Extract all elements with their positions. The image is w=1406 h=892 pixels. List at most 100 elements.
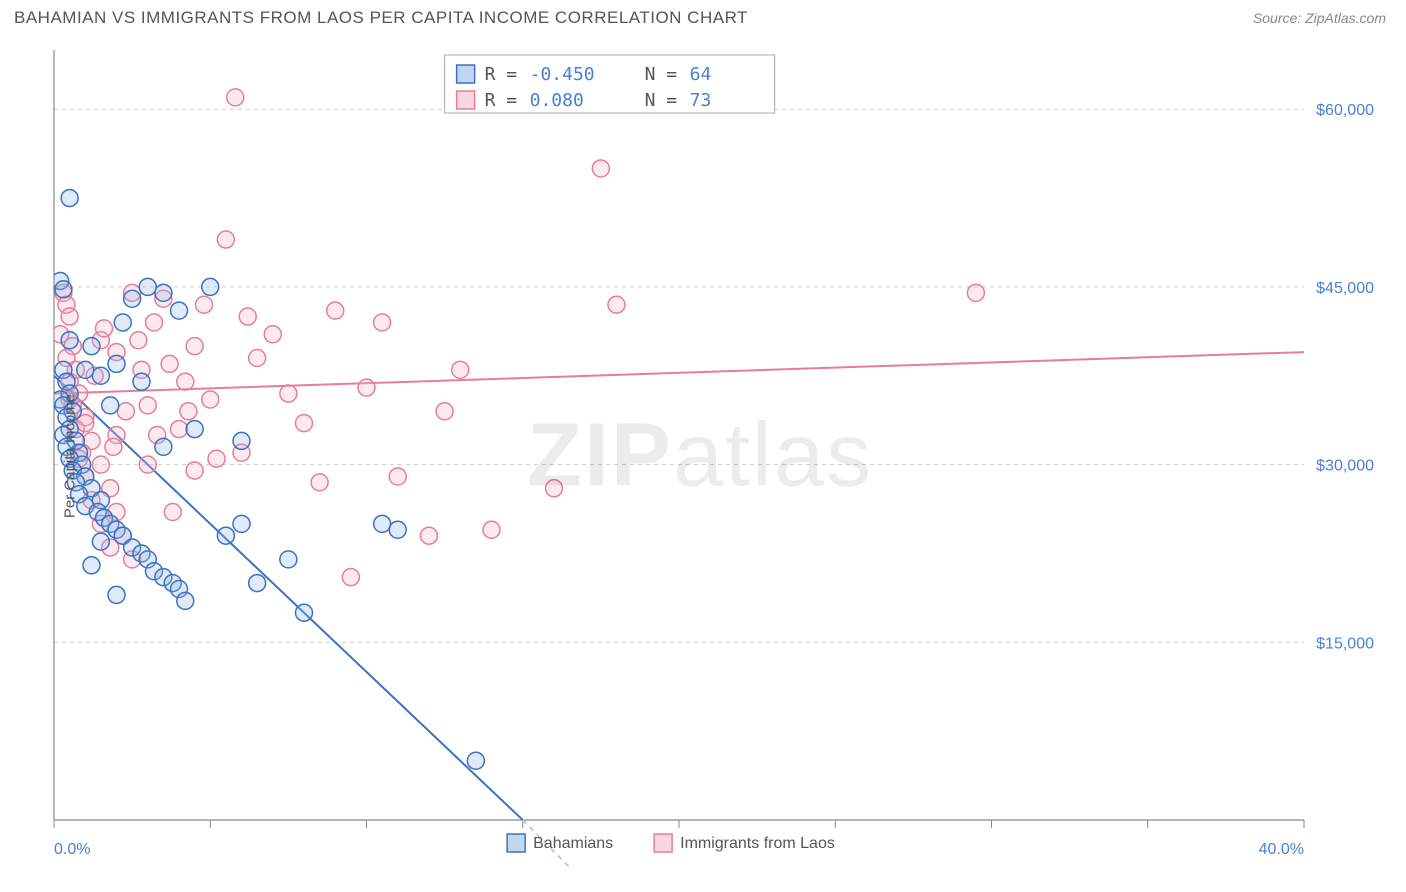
data-point — [96, 320, 113, 337]
series-laos — [52, 89, 985, 586]
data-point — [217, 527, 234, 544]
data-point — [114, 314, 131, 331]
data-point — [233, 515, 250, 532]
data-point — [208, 450, 225, 467]
legend-top-r-value: 0.080 — [530, 90, 584, 111]
data-point — [233, 432, 250, 449]
data-point — [61, 332, 78, 349]
legend-bottom-swatch — [507, 834, 525, 852]
data-point — [117, 403, 134, 420]
data-point — [196, 296, 213, 313]
data-point — [452, 361, 469, 378]
trend-line-laos — [54, 352, 1304, 393]
data-point — [202, 278, 219, 295]
y-tick-label: $15,000 — [1316, 635, 1374, 652]
data-point — [389, 468, 406, 485]
scatter-chart: $15,000 $30,000 $45,000 $60,000 0.0% 40.0% R =… — [14, 40, 1386, 872]
data-point — [608, 296, 625, 313]
data-point — [180, 403, 197, 420]
data-point — [296, 415, 313, 432]
data-point — [239, 308, 256, 325]
data-point — [164, 504, 181, 521]
data-point — [171, 421, 188, 438]
data-point — [186, 462, 203, 479]
legend-bottom-label: Immigrants from Laos — [680, 835, 835, 852]
data-point — [546, 480, 563, 497]
data-point — [92, 456, 109, 473]
data-point — [61, 190, 78, 207]
data-point — [202, 391, 219, 408]
data-point — [342, 569, 359, 586]
x-tick-label-max: 40.0% — [1259, 841, 1304, 858]
data-point — [280, 385, 297, 402]
data-point — [139, 456, 156, 473]
y-tick-label: $60,000 — [1316, 102, 1374, 119]
data-point — [467, 752, 484, 769]
chart-header: BAHAMIAN VS IMMIGRANTS FROM LAOS PER CAP… — [0, 0, 1406, 32]
data-point — [139, 278, 156, 295]
legend-top-n-label: N = — [645, 90, 678, 111]
legend-top-n-label: N = — [645, 64, 678, 85]
data-point — [124, 290, 141, 307]
data-point — [436, 403, 453, 420]
data-point — [374, 314, 391, 331]
data-point — [264, 326, 281, 343]
data-point — [108, 355, 125, 372]
legend-bottom-swatch — [654, 834, 672, 852]
data-point — [102, 397, 119, 414]
data-point — [139, 397, 156, 414]
legend-top-n-value: 64 — [690, 64, 712, 85]
data-point — [177, 373, 194, 390]
data-point — [155, 284, 172, 301]
data-point — [108, 586, 125, 603]
data-point — [92, 367, 109, 384]
data-point — [146, 314, 163, 331]
data-point — [161, 355, 178, 372]
data-point — [358, 379, 375, 396]
data-point — [483, 521, 500, 538]
legend-top-n-value: 73 — [690, 90, 712, 111]
data-point — [217, 231, 234, 248]
data-point — [389, 521, 406, 538]
data-point — [249, 575, 266, 592]
legend-top-r-label: R = — [485, 90, 518, 111]
data-point — [83, 557, 100, 574]
chart-title: BAHAMIAN VS IMMIGRANTS FROM LAOS PER CAP… — [14, 8, 748, 28]
data-point — [374, 515, 391, 532]
data-point — [55, 281, 72, 298]
data-point — [177, 592, 194, 609]
series-bahamians — [52, 190, 485, 770]
data-point — [249, 350, 266, 367]
data-point — [311, 474, 328, 491]
y-tick-label: $45,000 — [1316, 280, 1374, 297]
y-axis-label: Per Capita Income — [62, 394, 79, 518]
data-point — [967, 284, 984, 301]
data-point — [327, 302, 344, 319]
data-point — [61, 308, 78, 325]
data-point — [296, 604, 313, 621]
data-point — [77, 361, 94, 378]
data-point — [92, 533, 109, 550]
data-point — [592, 160, 609, 177]
legend-bottom: Bahamians Immigrants from Laos — [507, 834, 835, 852]
x-tick-label-min: 0.0% — [54, 841, 90, 858]
data-point — [155, 438, 172, 455]
data-point — [133, 373, 150, 390]
data-point — [280, 551, 297, 568]
y-tick-label: $30,000 — [1316, 458, 1374, 475]
data-point — [227, 89, 244, 106]
data-point — [421, 527, 438, 544]
data-point — [130, 332, 147, 349]
data-point — [186, 421, 203, 438]
legend-top-swatch — [457, 65, 475, 83]
data-point — [171, 302, 188, 319]
data-point — [83, 338, 100, 355]
legend-top-swatch — [457, 91, 475, 109]
legend-top-r-value: -0.450 — [530, 64, 595, 85]
chart-source: Source: ZipAtlas.com — [1253, 10, 1386, 26]
legend-top-r-label: R = — [485, 64, 518, 85]
data-point — [105, 438, 122, 455]
data-point — [186, 338, 203, 355]
legend-bottom-label: Bahamians — [533, 835, 613, 852]
chart-area: Per Capita Income ZIPatlas $15,000$30,00… — [14, 40, 1386, 872]
